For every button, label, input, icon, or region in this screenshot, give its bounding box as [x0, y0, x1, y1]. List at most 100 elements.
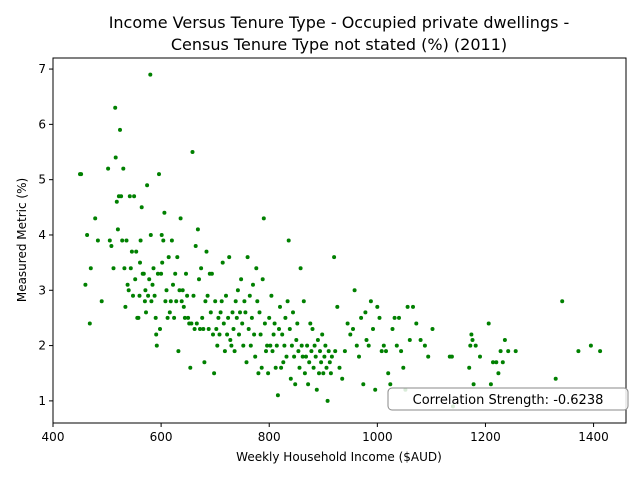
data-point [326, 349, 331, 354]
data-point [139, 205, 144, 210]
data-point [264, 349, 268, 354]
data-point [249, 315, 254, 320]
data-point [384, 349, 388, 354]
data-point [311, 365, 316, 370]
data-point [301, 299, 306, 304]
y-tick-label: 5 [38, 173, 46, 187]
data-point [258, 332, 263, 337]
data-point [386, 371, 391, 376]
data-point [211, 332, 215, 337]
y-tick-label: 6 [38, 117, 46, 131]
data-point [252, 332, 257, 337]
data-point [318, 349, 322, 354]
data-point [129, 249, 134, 254]
annotation-box [387, 387, 629, 411]
data-point [274, 343, 279, 348]
data-point [287, 327, 292, 331]
data-point [159, 271, 164, 276]
data-point [300, 354, 305, 359]
data-point [206, 327, 211, 331]
data-point [289, 343, 294, 348]
data-point [178, 216, 183, 221]
data-point [185, 293, 190, 298]
data-point [190, 150, 195, 154]
data-point [141, 271, 146, 276]
data-point [221, 321, 226, 326]
data-point [181, 304, 186, 309]
data-point [291, 310, 295, 315]
data-point [317, 371, 321, 376]
data-point [498, 349, 503, 354]
data-point [357, 354, 361, 359]
data-point [255, 299, 260, 304]
data-point [265, 343, 270, 348]
data-point [323, 343, 328, 348]
data-point [93, 216, 98, 221]
data-point [285, 299, 290, 304]
data-point [329, 354, 334, 359]
data-point [297, 365, 302, 370]
data-point [401, 365, 406, 370]
data-point [270, 349, 275, 354]
data-point [553, 376, 558, 381]
data-point [132, 194, 137, 199]
chart-title-line-1: Income Versus Tenure Type - Occupied pri… [109, 13, 570, 32]
data-point [99, 299, 104, 304]
y-tick-label: 7 [38, 62, 46, 76]
data-point [188, 365, 193, 370]
data-point [281, 360, 286, 365]
data-point [155, 271, 160, 276]
data-point [314, 387, 319, 392]
data-point [494, 360, 499, 365]
data-point [148, 72, 153, 77]
x-tick-label: 600 [150, 430, 173, 444]
data-point [205, 293, 210, 298]
data-point [152, 293, 157, 298]
data-point [248, 343, 253, 348]
data-point [224, 293, 228, 298]
data-point [286, 238, 291, 243]
data-point [375, 304, 380, 309]
data-point [282, 343, 287, 348]
data-point [298, 266, 303, 271]
data-point [262, 321, 267, 326]
data-point [256, 371, 261, 376]
data-point [174, 299, 179, 304]
data-point [134, 249, 139, 254]
data-point [133, 277, 138, 282]
data-point [137, 293, 142, 298]
x-axis-label: Weekly Household Income ($AUD) [236, 450, 442, 464]
data-point [242, 299, 247, 304]
data-point [159, 233, 164, 237]
data-point [246, 327, 251, 331]
data-point [272, 321, 277, 326]
data-point [261, 216, 266, 221]
data-point [304, 354, 308, 359]
x-tick-label: 1000 [362, 430, 393, 444]
data-point [467, 365, 472, 370]
data-point [411, 304, 415, 309]
data-point [87, 321, 92, 326]
data-point [379, 349, 384, 354]
data-point [319, 360, 324, 365]
data-point [598, 349, 603, 354]
data-point [145, 183, 150, 188]
data-point [239, 277, 244, 282]
data-point [175, 255, 180, 260]
data-point [131, 293, 135, 298]
data-point [293, 382, 298, 387]
data-point [163, 299, 168, 304]
data-point [277, 327, 281, 331]
data-point [202, 360, 207, 365]
data-point [128, 266, 133, 271]
data-point [506, 349, 511, 354]
data-point [218, 310, 223, 315]
data-point [83, 282, 88, 287]
correlation-annotation: Correlation Strength: -0.6238 [387, 387, 629, 411]
data-point [279, 365, 284, 370]
data-point [251, 282, 255, 287]
data-point [148, 233, 153, 237]
data-point [154, 332, 159, 337]
data-point [257, 310, 262, 315]
